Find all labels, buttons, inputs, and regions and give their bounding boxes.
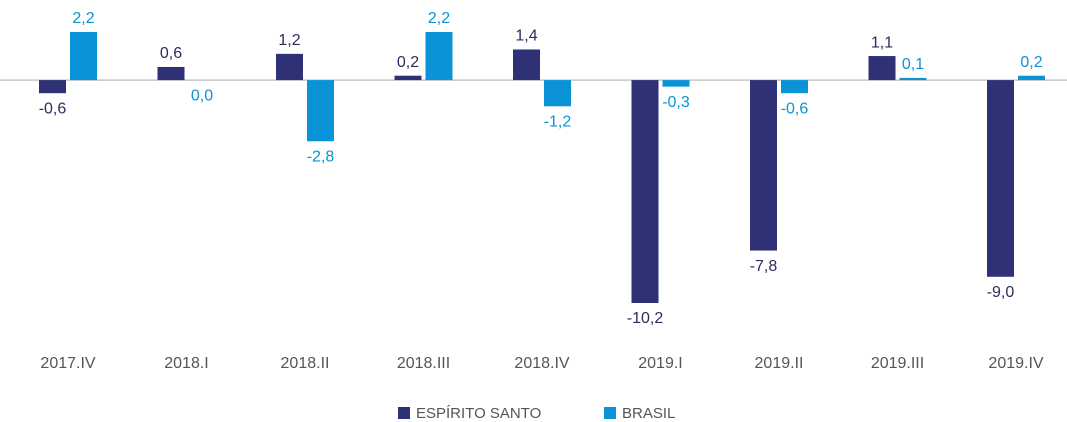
- data-label: 0,2: [1020, 54, 1042, 71]
- x-tick-label: 2018.II: [281, 355, 330, 372]
- bar: [307, 80, 334, 142]
- data-label: 2,2: [72, 10, 94, 27]
- data-label: 0,1: [902, 56, 924, 73]
- legend-label: BRASIL: [622, 405, 675, 422]
- legend-swatch: [604, 407, 616, 419]
- data-label: -7,8: [750, 258, 778, 275]
- data-label: -1,2: [544, 114, 572, 131]
- x-tick-label: 2019.III: [871, 355, 924, 372]
- bar: [987, 80, 1014, 277]
- bar: [1018, 75, 1045, 81]
- bar: [39, 80, 66, 94]
- bar: [750, 80, 777, 251]
- data-label: 1,2: [278, 32, 300, 49]
- data-label: -10,2: [627, 310, 664, 327]
- bar: [276, 53, 303, 81]
- x-tick-label: 2017.IV: [40, 355, 95, 372]
- x-tick-label: 2018.I: [164, 355, 208, 372]
- bar: [899, 77, 927, 81]
- x-tick-label: 2019.I: [638, 355, 682, 372]
- data-label: -9,0: [987, 284, 1015, 301]
- bar: [781, 80, 808, 94]
- data-label: -0,6: [781, 100, 809, 117]
- bar: [631, 80, 659, 303]
- data-label: -0,3: [662, 94, 690, 111]
- bar: [544, 80, 571, 107]
- legend-label: ESPÍRITO SANTO: [416, 405, 541, 422]
- bar: [513, 49, 540, 81]
- bar: [394, 75, 422, 81]
- data-label: 2,2: [428, 10, 450, 27]
- data-label: 1,1: [871, 34, 893, 51]
- x-tick-label: 2019.IV: [988, 355, 1043, 372]
- bar: [157, 66, 185, 81]
- data-label: 0,6: [160, 45, 182, 62]
- bar: [70, 32, 97, 81]
- bar: [868, 56, 896, 81]
- x-tick-label: 2019.II: [755, 355, 804, 372]
- legend-swatch: [398, 407, 410, 419]
- data-label: 0,2: [397, 54, 419, 71]
- bar: [662, 80, 690, 87]
- data-label: -2,8: [307, 148, 335, 165]
- data-label: 0,0: [191, 87, 213, 104]
- data-label: 1,4: [515, 28, 537, 45]
- x-tick-label: 2018.III: [397, 355, 450, 372]
- bar: [425, 32, 453, 81]
- data-label: -0,6: [39, 100, 67, 117]
- x-tick-label: 2018.IV: [514, 355, 569, 372]
